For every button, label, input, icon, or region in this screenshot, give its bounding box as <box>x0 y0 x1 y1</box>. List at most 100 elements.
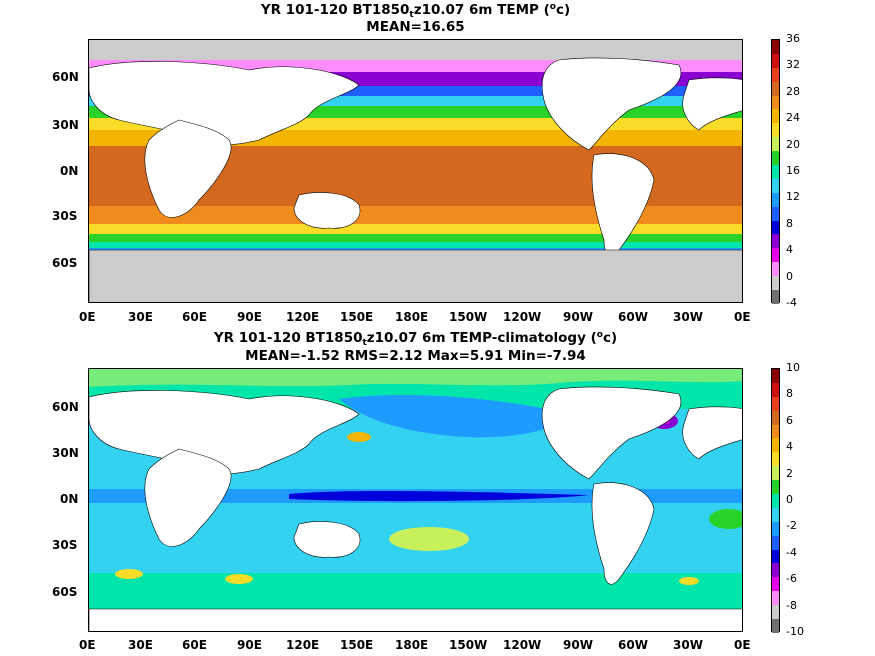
colorbar-segment <box>772 178 779 193</box>
colorbar-segment <box>772 81 779 96</box>
colorbar-segment <box>772 494 779 508</box>
colorbar-segment <box>772 151 779 166</box>
colorbar-segment <box>772 549 779 564</box>
colorbar-segment <box>772 192 779 207</box>
colorbar-segment <box>772 165 779 179</box>
panel1-lat-label: 30N <box>52 118 79 132</box>
colorbar-tick-label: 16 <box>786 164 800 177</box>
panel2-lat-label: 0N <box>60 492 79 506</box>
colorbar-tick-label: 28 <box>786 84 800 98</box>
panel1-lon-label: 120W <box>503 310 542 324</box>
colorbar-tick-label: -10 <box>786 625 804 638</box>
panel2-lon-label: 30W <box>673 638 703 652</box>
colorbar-segment <box>772 220 779 235</box>
panel1-lat-label: 60N <box>52 70 79 84</box>
colorbar-segment <box>772 234 779 249</box>
panel2-lon-label: 120E <box>286 638 320 652</box>
colorbar-segment <box>772 67 779 82</box>
panel1-colorbar <box>771 39 780 304</box>
panel2-lon-label: 60E <box>182 638 207 652</box>
panel1-lon-label: 30W <box>673 310 703 324</box>
panel1-lon-label: 120E <box>286 310 320 324</box>
panel2-lon-label: 90W <box>563 638 593 652</box>
panel1-lon-label: 90E <box>237 310 262 324</box>
panel2-lon-label: 0E <box>734 638 751 652</box>
colorbar-segment <box>772 438 779 453</box>
panel2-lon-label: 180E <box>395 638 429 652</box>
colorbar-segment <box>772 535 779 550</box>
colorbar-tick-label: 4 <box>786 440 793 454</box>
panel1-subtitle: MEAN=16.65 <box>366 19 465 35</box>
panel2-subtitle: MEAN=-1.52 RMS=2.12 Max=5.91 Min=-7.94 <box>245 348 586 364</box>
colorbar-tick-label: 32 <box>786 58 800 72</box>
panel2-lon-label: 60W <box>618 638 648 652</box>
colorbar-tick-label: 4 <box>786 243 793 257</box>
panel2-lon-label: 150W <box>449 638 488 652</box>
colorbar-tick-label: 20 <box>786 137 800 151</box>
colorbar-tick-label: 6 <box>786 413 793 427</box>
panel1-lon-label: 90W <box>563 310 593 324</box>
colorbar-segment <box>772 109 779 124</box>
colorbar-segment <box>772 53 779 68</box>
panel2-colorbar <box>771 368 780 633</box>
colorbar-segment <box>772 123 779 138</box>
colorbar-tick-label: 8 <box>786 387 793 401</box>
panel1-lat-label: 60S <box>52 256 78 270</box>
colorbar-segment <box>772 382 779 397</box>
panel1-title: YR 101-120 BT1850tz10.07 6m TEMP (oc) <box>260 2 571 20</box>
panel1-lon-label: 60W <box>618 310 648 324</box>
colorbar-tick-label: -4 <box>786 296 797 309</box>
colorbar-tick-label: 8 <box>786 216 793 230</box>
panel1-lon-label: 0E <box>79 310 96 324</box>
panel1-lon-label: 150W <box>449 310 488 324</box>
panel2-anomaly-map <box>88 368 743 632</box>
colorbar-segment <box>772 521 779 536</box>
panel2-lon-label: 30E <box>128 638 153 652</box>
colorbar-tick-label: 0 <box>786 493 793 506</box>
colorbar-segment <box>772 577 779 592</box>
colorbar-segment <box>772 206 779 221</box>
colorbar-segment <box>772 424 779 439</box>
colorbar-segment <box>772 248 779 263</box>
panel2-lon-label: 120W <box>503 638 542 652</box>
panel1-lon-label: 0E <box>734 310 751 324</box>
panel2-lat-label: 60S <box>52 585 78 599</box>
colorbar-segment <box>772 137 779 152</box>
panel2-lat-label: 30N <box>52 446 79 460</box>
panel2-lon-label: 90E <box>237 638 262 652</box>
colorbar-tick-label: 12 <box>786 190 800 204</box>
panel2-lon-label: 0E <box>79 638 96 652</box>
colorbar-tick-label: -8 <box>786 598 797 612</box>
colorbar-tick-label: 24 <box>786 111 800 125</box>
panel1-lat-label: 30S <box>52 209 78 223</box>
colorbar-tick-label: 10 <box>786 361 800 374</box>
colorbar-segment <box>772 396 779 411</box>
colorbar-segment <box>772 410 779 425</box>
colorbar-segment <box>772 290 779 304</box>
panel1-lon-label: 30E <box>128 310 153 324</box>
colorbar-segment <box>772 452 779 467</box>
colorbar-tick-label: 0 <box>786 269 793 283</box>
colorbar-segment <box>772 40 779 54</box>
colorbar-tick-label: 36 <box>786 32 800 45</box>
colorbar-segment <box>772 369 779 383</box>
panel2-lon-label: 150E <box>340 638 374 652</box>
panel1-sst-map <box>88 39 743 303</box>
panel1-lat-label: 0N <box>60 164 79 178</box>
colorbar-segment <box>772 619 779 633</box>
colorbar-segment <box>772 591 779 606</box>
panel2-lat-label: 30S <box>52 538 78 552</box>
colorbar-segment <box>772 480 779 495</box>
colorbar-tick-label: 2 <box>786 466 793 480</box>
panel1-lon-label: 180E <box>395 310 429 324</box>
panel1-lon-label: 150E <box>340 310 374 324</box>
colorbar-segment <box>772 563 779 578</box>
colorbar-tick-label: -2 <box>786 519 797 533</box>
colorbar-segment <box>772 605 779 620</box>
colorbar-segment <box>772 466 779 481</box>
colorbar-segment <box>772 262 779 277</box>
colorbar-segment <box>772 507 779 522</box>
panel1-lon-label: 60E <box>182 310 207 324</box>
panel2-lat-label: 60N <box>52 400 79 414</box>
panel2-title: YR 101-120 BT1850tz10.07 6m TEMP-climato… <box>213 330 618 348</box>
